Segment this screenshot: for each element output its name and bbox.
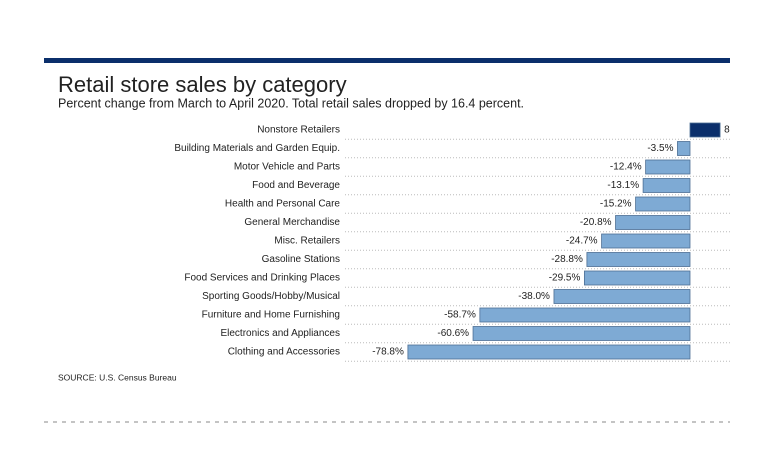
source-note: SOURCE: U.S. Census Bureau — [58, 372, 177, 382]
category-label: Food and Beverage — [252, 180, 340, 191]
category-label: Furniture and Home Furnishing — [202, 310, 340, 321]
bar — [479, 307, 691, 323]
bar — [642, 178, 691, 193]
value-label: -12.4% — [610, 162, 642, 173]
category-label: General Merchandise — [244, 217, 340, 228]
plot: 8.4% -3.5% -12.4% -13.1% -15.2% -20.8% -24.7% -… — [372, 122, 747, 360]
category-label: Electronics and Appliances — [220, 328, 340, 339]
value-label: -60.6% — [437, 328, 469, 339]
category-label: Clothing and Accessories — [228, 347, 340, 358]
value-label: -13.1% — [607, 180, 639, 191]
category-label: Motor Vehicle and Parts — [234, 162, 340, 173]
category-label: Building Materials and Garden Equip. — [174, 143, 340, 154]
category-label: Sporting Goods/Hobby/Musical — [202, 291, 340, 302]
value-label: 8.4% — [724, 125, 747, 136]
bar — [586, 252, 691, 267]
chart-subtitle: Percent change from March to April 2020.… — [58, 96, 524, 110]
value-label: -24.7% — [566, 236, 598, 247]
bar — [645, 159, 691, 175]
category-label: Gasoline Stations — [262, 254, 340, 265]
value-label: -28.8% — [551, 254, 583, 265]
bar — [689, 122, 721, 138]
value-label: -78.8% — [372, 347, 404, 358]
bar — [553, 289, 691, 304]
header-rule — [44, 58, 730, 63]
bar — [583, 270, 691, 286]
value-label: -29.5% — [549, 273, 581, 284]
value-label: -15.2% — [600, 199, 632, 210]
category-label: Misc. Retailers — [274, 236, 340, 247]
chart-title: Retail store sales by category — [58, 72, 347, 97]
category-label: Food Services and Drinking Places — [184, 273, 340, 284]
value-label: -3.5% — [647, 143, 673, 154]
category-label: Nonstore Retailers — [257, 125, 340, 136]
bar — [635, 196, 691, 212]
bar — [407, 344, 691, 360]
category-label: Health and Personal Care — [225, 199, 341, 210]
value-label: -38.0% — [518, 291, 550, 302]
bar — [677, 141, 691, 156]
value-label: -58.7% — [444, 310, 476, 321]
bar — [601, 233, 691, 249]
value-label: -20.8% — [580, 217, 612, 228]
bar — [615, 215, 691, 230]
bar — [472, 326, 691, 341]
